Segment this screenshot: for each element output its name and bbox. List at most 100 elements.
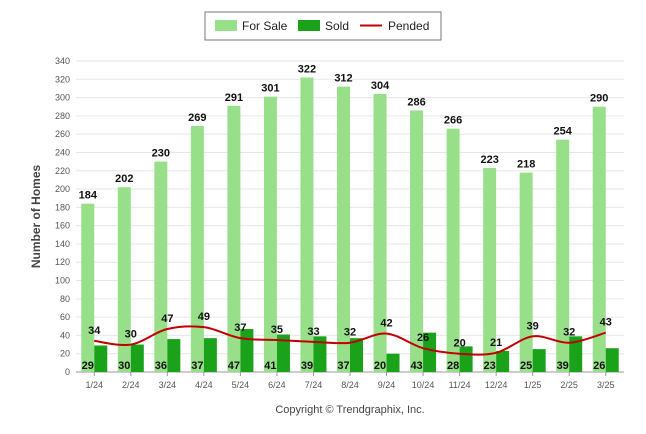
- legend-label-for-sale: For Sale: [242, 19, 288, 33]
- label-for-sale: 286: [407, 96, 425, 108]
- x-tick-label: 2/25: [560, 380, 578, 390]
- label-for-sale: 230: [152, 148, 170, 160]
- label-sold: 23: [484, 360, 496, 372]
- y-tick-label: 280: [55, 111, 70, 121]
- pended-line-layer: [94, 325, 607, 356]
- label-sold: 29: [82, 360, 94, 372]
- legend-swatch-for-sale: [215, 20, 237, 31]
- label-for-sale: 312: [334, 73, 352, 85]
- y-tick-label: 340: [55, 56, 70, 66]
- label-sold: 43: [410, 360, 422, 372]
- bar-sold: [569, 336, 583, 372]
- label-pended: 47: [161, 313, 173, 325]
- x-tick-label: 2/24: [122, 380, 140, 390]
- y-tick-label: 160: [55, 221, 70, 231]
- bar-for-sale: [337, 86, 350, 373]
- bar-sold: [532, 349, 546, 372]
- legend-box: [204, 11, 442, 41]
- label-for-sale: 322: [298, 63, 316, 75]
- label-pended: 34: [88, 325, 101, 337]
- label-sold: 25: [520, 360, 532, 372]
- x-tick-label: 12/24: [485, 380, 508, 390]
- x-tick-label: 8/24: [341, 380, 359, 390]
- label-for-sale: 290: [590, 93, 608, 105]
- label-pended: 21: [490, 337, 502, 349]
- label-sold: 39: [557, 360, 569, 372]
- y-tick-label: 220: [55, 166, 70, 176]
- bar-for-sale: [556, 139, 570, 372]
- x-tick-label: 6/24: [268, 380, 286, 390]
- bar-sold: [350, 338, 363, 372]
- y-tick-label: 240: [55, 147, 70, 157]
- label-sold: 30: [118, 360, 130, 372]
- bar-sold: [496, 350, 510, 372]
- bar-for-sale: [446, 128, 460, 372]
- label-pended: 32: [563, 327, 575, 339]
- label-pended: 49: [198, 311, 210, 323]
- label-sold: 47: [228, 360, 240, 372]
- y-tick-label: 120: [55, 257, 70, 267]
- bars: [81, 77, 619, 373]
- data-labels: 184 29 202 30 230 36 269 37 291 47 301 41 322 39 312 37…: [79, 63, 612, 372]
- y-tick-label: 100: [55, 276, 70, 286]
- bar-sold: [605, 348, 619, 372]
- x-tick-label: 10/24: [412, 380, 435, 390]
- label-for-sale: 223: [480, 154, 498, 166]
- x-tick-label: 9/24: [378, 380, 396, 390]
- x-tick-label: 3/25: [597, 380, 615, 390]
- label-for-sale: 269: [188, 112, 206, 124]
- x-tick-label: 1/24: [86, 380, 104, 390]
- bar-for-sale: [410, 110, 424, 373]
- y-axis: 0 20 40 60 80 100 120 140 160 180 200 220 240 260 280 3…: [55, 56, 70, 377]
- bar-sold: [203, 338, 217, 372]
- label-for-sale: 304: [371, 80, 390, 92]
- y-axis-title: Number of Homes: [29, 165, 43, 269]
- label-sold: 39: [301, 360, 313, 372]
- label-sold: 36: [155, 360, 167, 372]
- label-for-sale: 202: [115, 173, 133, 185]
- x-tick-label: 1/25: [524, 380, 542, 390]
- label-pended: 42: [380, 318, 392, 330]
- y-tick-label: 60: [60, 312, 70, 322]
- bar-sold: [313, 336, 327, 372]
- bar-for-sale: [117, 187, 131, 372]
- label-for-sale: 301: [261, 83, 279, 95]
- y-tick-label: 0: [65, 367, 70, 377]
- y-tick-label: 40: [60, 330, 70, 340]
- label-sold: 26: [593, 360, 605, 372]
- x-tick-label: 5/24: [232, 380, 250, 390]
- label-pended: 37: [234, 322, 246, 334]
- label-pended: 39: [527, 320, 539, 332]
- label-sold: 28: [447, 360, 459, 372]
- legend-label-sold: Sold: [325, 19, 349, 33]
- label-sold: 20: [374, 360, 386, 372]
- label-for-sale: 218: [517, 159, 535, 171]
- y-tick-label: 20: [60, 349, 70, 359]
- bar-sold: [240, 329, 254, 372]
- x-tick-label: 11/24: [449, 380, 471, 390]
- copyright-credit: Copyright © Trendgraphix, Inc.: [275, 404, 424, 416]
- bar-sold: [130, 344, 144, 372]
- bar-sold: [459, 346, 473, 372]
- bar-sold: [94, 345, 108, 372]
- y-tick-label: 200: [55, 184, 70, 194]
- bar-for-sale: [483, 168, 497, 372]
- bar-for-sale: [263, 96, 277, 373]
- bar-for-sale: [300, 77, 314, 372]
- bar-for-sale: [81, 203, 95, 372]
- legend-label-pended: Pended: [388, 19, 429, 33]
- label-pended: 43: [600, 317, 612, 329]
- label-for-sale: 184: [79, 190, 98, 202]
- bar-for-sale: [373, 93, 387, 372]
- y-tick-label: 140: [55, 239, 70, 249]
- label-pended: 20: [453, 338, 465, 350]
- y-tick-label: 300: [55, 93, 70, 103]
- label-pended: 35: [271, 324, 283, 336]
- legend-swatch-sold: [298, 20, 320, 31]
- bar-for-sale: [592, 106, 606, 372]
- label-pended: 33: [307, 326, 319, 338]
- y-tick-label: 80: [60, 294, 70, 304]
- bar-for-sale: [190, 125, 204, 372]
